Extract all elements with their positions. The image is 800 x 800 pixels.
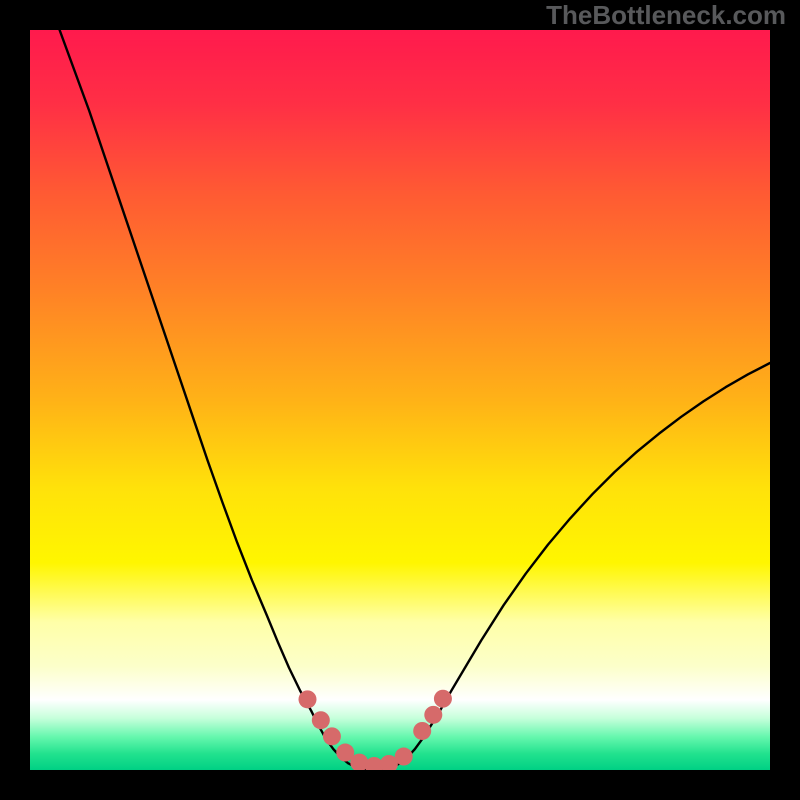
watermark-text: TheBottleneck.com [546,0,786,31]
chart-frame: TheBottleneck.com [0,0,800,800]
curve-marker [424,706,442,724]
curve-marker [413,722,431,740]
curve-marker [312,711,330,729]
curve-marker [395,748,413,766]
gradient-background [30,30,770,770]
curve-marker [299,690,317,708]
curve-marker [434,690,452,708]
curve-marker [323,727,341,745]
plot-svg [30,30,770,770]
plot-area [30,30,770,770]
